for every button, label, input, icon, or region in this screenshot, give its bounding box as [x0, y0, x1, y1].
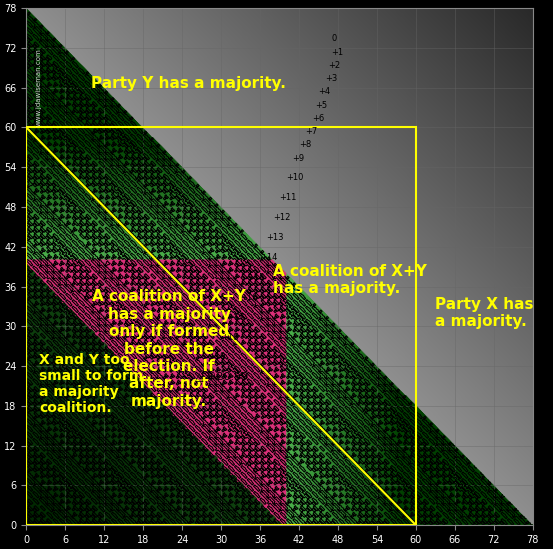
Text: +1: +1	[331, 48, 343, 57]
Text: +15: +15	[247, 273, 264, 282]
Text: A coalition of X+Y
has a majority.: A coalition of X+Y has a majority.	[273, 264, 427, 296]
Text: +17: +17	[228, 313, 245, 322]
Text: +4: +4	[319, 87, 331, 96]
Text: +12: +12	[273, 213, 290, 222]
Text: +5: +5	[315, 100, 327, 110]
Text: +6: +6	[312, 114, 324, 123]
Text: www.jdawiseman.com: www.jdawiseman.com	[36, 48, 42, 126]
Text: 0: 0	[331, 34, 337, 43]
Text: +9: +9	[293, 154, 305, 163]
Text: +10: +10	[286, 173, 304, 182]
Text: +8: +8	[299, 141, 311, 149]
Text: △ +20.59: △ +20.59	[195, 371, 248, 382]
Text: +14: +14	[260, 253, 278, 262]
Text: Party Y has a majority.: Party Y has a majority.	[91, 76, 286, 91]
Text: +3: +3	[325, 74, 337, 83]
Text: +16: +16	[241, 293, 258, 302]
Text: +13: +13	[267, 233, 284, 242]
Text: +11: +11	[280, 193, 297, 203]
Text: A coalition of X+Y
has a majority
only if formed
before the
election. If
after, : A coalition of X+Y has a majority only i…	[92, 289, 246, 409]
Text: +18: +18	[221, 333, 239, 341]
Text: +19: +19	[208, 352, 226, 361]
Text: +7: +7	[306, 127, 318, 136]
Text: +2: +2	[328, 61, 341, 70]
Text: Party X has
a majority.: Party X has a majority.	[435, 297, 534, 329]
Text: X and Y too
small to form
a majority
coalition.: X and Y too small to form a majority coa…	[39, 353, 144, 416]
Text: +20: +20	[199, 372, 216, 382]
